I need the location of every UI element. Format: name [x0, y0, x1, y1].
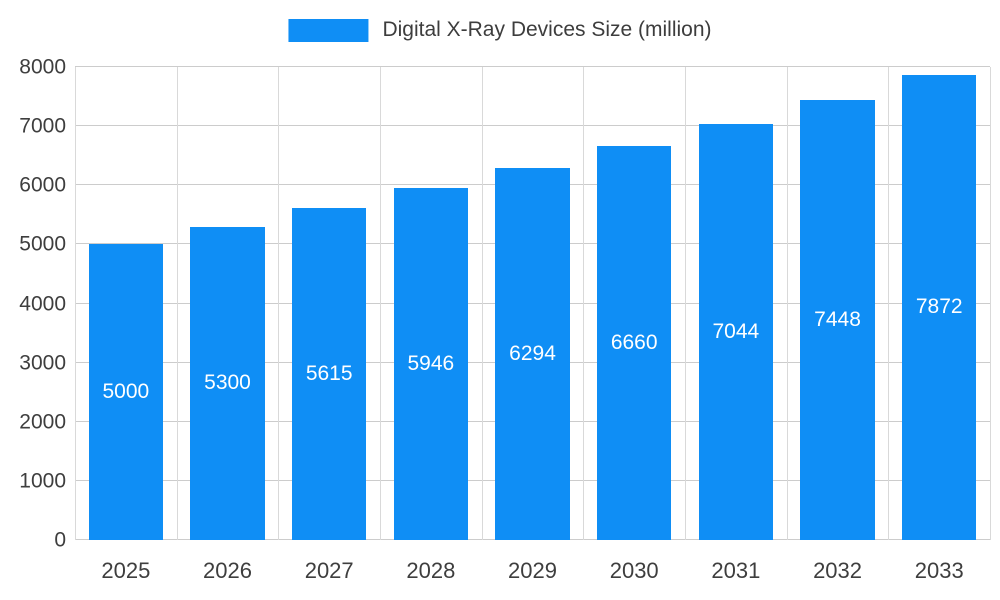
bar-column: 5615 — [278, 67, 380, 540]
gridline-vertical — [379, 67, 381, 540]
bar-value-label: 7448 — [814, 307, 861, 331]
bar-value-label: 5946 — [407, 352, 455, 376]
x-tick-label: 2027 — [304, 558, 354, 583]
bar-column: 5000 — [75, 67, 177, 540]
bar-value-label: 6660 — [610, 331, 658, 355]
gridline-vertical — [75, 67, 76, 540]
bar-value-label: 5300 — [204, 371, 251, 395]
bar-value-label: 7044 — [712, 319, 760, 343]
gridline-vertical — [481, 67, 483, 540]
y-tick-label: 8000 — [19, 55, 66, 79]
gridline-vertical — [278, 67, 280, 540]
y-tick-label: 4000 — [19, 292, 66, 315]
x-tick-label: 2032 — [813, 558, 863, 583]
bar-column: 7044 — [685, 67, 787, 540]
y-tick-label: 1000 — [19, 469, 66, 493]
y-tick-label: 7000 — [19, 114, 66, 138]
bar-column: 5300 — [177, 67, 279, 540]
gridline-vertical — [583, 67, 585, 540]
y-tick-label: 5000 — [19, 232, 66, 256]
bar-value-label: 5000 — [102, 380, 150, 404]
gridline-horizontal — [75, 125, 990, 127]
x-tick-label: 2028 — [406, 558, 456, 583]
bar-column: 7448 — [787, 67, 889, 540]
bar-column: 5946 — [380, 67, 482, 540]
x-tick-label: 2025 — [101, 558, 151, 583]
bar-value-label: 7872 — [915, 295, 963, 319]
bar-2030[interactable]: 6660 — [597, 146, 672, 540]
y-axis: 0 1000 2000 3000 4000 5000 6000 7000 8000 — [0, 57, 66, 551]
bar-2032[interactable]: 7448 — [800, 99, 875, 540]
x-axis: 2025 2026 2027 2028 2029 2030 2031 2032 2033 — [75, 548, 990, 588]
x-tick-label: 2033 — [914, 558, 964, 583]
y-tick-label: 2000 — [19, 410, 66, 434]
gridline-horizontal — [75, 66, 990, 67]
bar-column: 7872 — [888, 67, 990, 540]
chart-legend: Digital X-Ray Devices Size (million) — [288, 18, 712, 42]
bar-2027[interactable]: 5615 — [292, 208, 367, 540]
bar-2025[interactable]: 5000 — [88, 244, 163, 540]
bar-2026[interactable]: 5300 — [190, 226, 265, 540]
gridline-vertical — [990, 67, 991, 540]
y-tick-label: 0 — [54, 528, 66, 552]
bar-value-label: 5615 — [305, 362, 353, 385]
gridline-vertical — [786, 67, 788, 540]
gridline-vertical — [684, 67, 686, 540]
plot-area: 5000 5300 5615 5946 6294 6660 7044 7448 7872 — [75, 66, 991, 540]
bar-series: 5000 5300 5615 5946 6294 6660 7044 7448 7872 — [75, 67, 990, 540]
bar-2029[interactable]: 6294 — [495, 167, 570, 540]
x-tick-label: 2030 — [609, 558, 659, 583]
legend-label: Digital X-Ray Devices Size (million) — [382, 18, 712, 41]
bar-column: 6660 — [583, 67, 685, 540]
bar-column: 6294 — [482, 67, 584, 540]
x-tick-label: 2029 — [508, 558, 557, 583]
bar-value-label: 6294 — [509, 341, 556, 365]
x-tick-label: 2031 — [711, 558, 761, 583]
gridline-vertical — [888, 67, 890, 540]
x-tick-label: 2026 — [203, 558, 252, 583]
gridline-vertical — [176, 67, 178, 540]
bar-2031[interactable]: 7044 — [698, 123, 773, 540]
legend-color-swatch — [288, 18, 369, 42]
y-tick-label: 6000 — [19, 173, 66, 197]
bar-2028[interactable]: 5946 — [393, 188, 468, 540]
y-tick-label: 3000 — [19, 351, 66, 375]
bar-2033[interactable]: 7872 — [902, 74, 977, 540]
